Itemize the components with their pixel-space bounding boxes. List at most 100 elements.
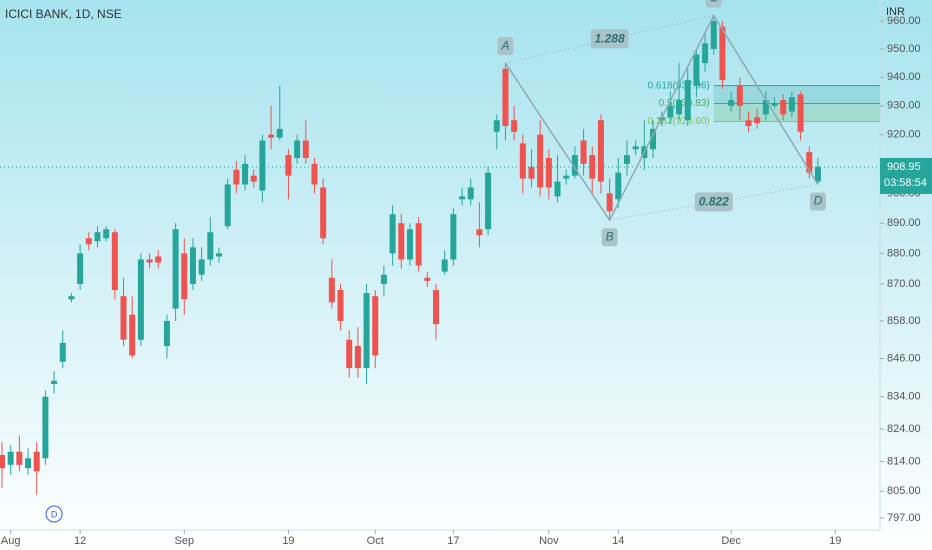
candle-body [719,26,726,81]
pattern-ratio-line [609,184,819,221]
candle-body [563,175,570,179]
candle-body [537,134,544,188]
candle-body [120,296,127,340]
candle-body [207,232,214,260]
point-box [809,192,826,211]
candle-body [415,223,422,266]
candle-body [433,290,440,325]
candle-body [511,120,518,132]
last-price-label: 908.95 [887,161,921,173]
candle-body [137,259,144,340]
candle-body [754,117,761,124]
point-label: A [500,38,509,52]
candle-body [615,172,622,200]
candle-body [363,293,370,369]
point-box [497,37,514,56]
candle-body [94,232,101,242]
candle-body [181,253,188,300]
candle-body [762,100,769,115]
candle-body [259,140,266,191]
candle-body [146,259,153,263]
candle-body [51,380,58,384]
candle-body [528,166,535,179]
candle-body [406,229,413,260]
candle-body [650,128,657,150]
pattern-point: C [705,0,722,8]
y-tick-label: 846.00 [887,353,921,365]
candle-body [7,451,14,465]
x-tick-label: 14 [612,535,624,547]
x-tick-label: Nov [539,535,559,547]
candle-body [242,163,249,185]
candle-body [736,85,743,106]
y-tick-label: 940.00 [887,71,921,83]
candle-body [467,187,474,200]
ratio-box [590,29,629,49]
candle-body [597,120,604,182]
point-label: B [606,229,614,243]
candle-body [459,196,466,200]
ratio-box [694,192,733,212]
y-tick-label: 870.00 [887,278,921,290]
pattern-point: D [809,192,826,211]
candle-body [702,43,709,64]
candle-body [372,296,379,356]
candle-body [684,80,691,121]
candle-body [163,320,170,347]
fib-label: 0.5(930.83) [659,98,710,109]
candle-body [77,253,84,284]
candle-body [788,97,795,112]
ratio-label: 0.822 [699,195,729,209]
candle-body [346,339,353,369]
candle-body [667,105,674,118]
candle-body [33,451,40,472]
candle-body [545,158,552,188]
last-price-tag [880,157,932,194]
candle-body [337,290,344,321]
candle-body [780,100,787,115]
candle-body [311,163,318,185]
candle-body [216,253,223,257]
candle-body [476,229,483,236]
pattern-point: B [601,228,618,247]
candle-body [111,232,118,291]
candle-body [519,143,526,179]
pattern-line [504,13,819,222]
y-tick-label: 930.00 [887,100,921,112]
candle-body [354,346,361,369]
candle-body [189,247,196,284]
candle-body [797,94,804,132]
candle-body [771,102,778,106]
candle-body [571,155,578,176]
candle-body [0,455,5,469]
candle-body [389,214,396,254]
y-tick-label: 890.00 [887,217,921,229]
candle-body [623,155,630,164]
candle-body [606,193,613,212]
chart-title: ICICI BANK, 1D, NSE [5,7,122,21]
candle-body [320,187,327,239]
x-tick-label: 17 [447,535,459,547]
candle-body [276,128,283,138]
candle-body [25,458,32,469]
candle-body [103,229,110,239]
candle-body [224,184,231,227]
y-tick-label: 834.00 [887,391,921,403]
y-tick-label: 814.00 [887,455,921,467]
event-label: D [51,509,58,519]
candle-body [59,342,66,362]
candle-body [198,259,205,275]
candle-body [493,120,500,132]
x-tick-label: Oct [367,535,384,547]
y-tick-label: 797.00 [887,512,921,524]
candle-body [85,238,92,245]
x-tick-label: Dec [721,535,741,547]
candle-body [676,100,683,115]
candle-body [294,140,301,159]
candle-body [398,223,405,260]
candle-body [68,296,75,300]
fib-zone [713,103,880,122]
x-tick-label: Aug [1,535,21,547]
